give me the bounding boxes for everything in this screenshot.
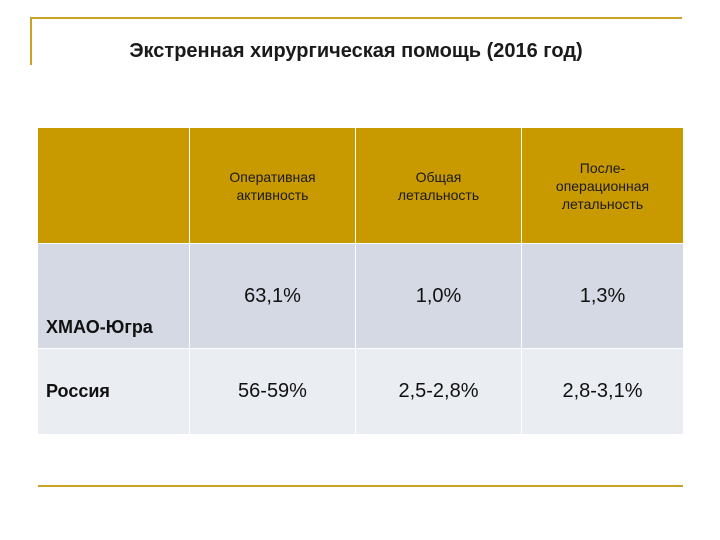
header-label: Общая летальность [397,168,480,203]
table-cell: 1,3% [521,243,684,349]
header-label: Оперативная активность [229,168,316,203]
decorative-top-line [30,17,682,19]
table-cell: 2,5-2,8% [355,348,522,435]
table-cell: 56-59% [189,348,356,435]
table-row: ХМАО-Югра 63,1% 1,0% 1,3% [37,243,684,349]
table-row: Россия 56-59% 2,5-2,8% 2,8-3,1% [37,348,684,435]
table-cell: 1,0% [355,243,522,349]
table-cell: 2,8-3,1% [521,348,684,435]
table-cell: 63,1% [189,243,356,349]
header-cell-total-mortality: Общая летальность [355,127,522,244]
header-cell-postoperative-mortality: После- операционная летальность [521,127,684,244]
decorative-left-line [30,17,32,65]
row-label: Россия [37,348,190,435]
decorative-bottom-line [38,485,683,487]
slide-title: Экстренная хирургическая помощь (2016 го… [129,40,583,62]
header-cell-operative-activity: Оперативная активность [189,127,356,244]
header-label: После- операционная летальность [555,159,650,212]
header-cell-empty [37,127,190,244]
table-header-row: Оперативная активность Общая летальность… [37,127,684,244]
row-label: ХМАО-Югра [37,243,190,349]
data-table: Оперативная активность Общая летальность… [37,127,684,435]
